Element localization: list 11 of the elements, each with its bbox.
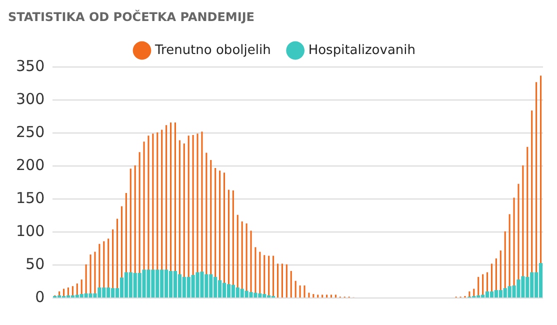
y-tick-label: 200 <box>16 156 45 174</box>
chart-title: STATISTIKA OD POČETKA PANDEMIJE <box>8 8 256 26</box>
legend-label: Hospitalizovanih <box>308 42 416 58</box>
y-tick-label: 50 <box>26 254 45 273</box>
y-tick-label: 150 <box>16 188 45 207</box>
y-tick-label: 350 <box>16 56 45 75</box>
y-tick-label: 300 <box>16 90 45 108</box>
y-tick-label: 0 <box>35 288 45 306</box>
y-tick-label: 250 <box>16 122 45 141</box>
y-tick-label: 100 <box>16 222 45 240</box>
legend-label: Trenutno oboljelih <box>154 42 271 58</box>
